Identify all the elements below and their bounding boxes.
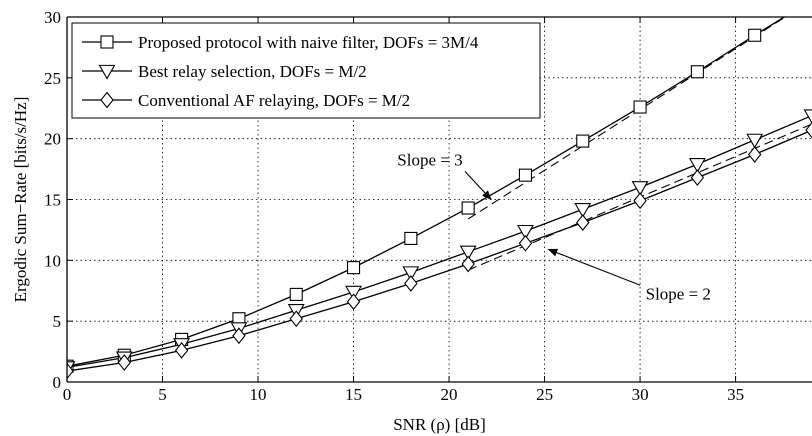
- triangle-marker: [631, 181, 649, 196]
- diamond-marker: [633, 192, 647, 210]
- x-axis-label: SNR (ρ) [dB]: [393, 415, 486, 434]
- tick-labels: 0 5 10 15 20 25 30 35 0 5 10 15 20 25 30: [44, 8, 744, 404]
- diamond-marker: [346, 293, 361, 311]
- legend-label-2: Best relay selection, DOFs = M/2: [138, 62, 367, 81]
- square-marker: [461, 201, 475, 215]
- diamond-marker: [690, 169, 705, 186]
- triangle-marker: [98, 64, 116, 80]
- triangle-marker: [688, 158, 706, 173]
- diamond-marker: [100, 91, 114, 109]
- slope-annotation-1: Slope = 3: [397, 150, 462, 169]
- markers-layer: [67, 0, 812, 380]
- diamond-marker: [289, 310, 303, 328]
- x-tick-label: 15: [345, 385, 362, 404]
- triangle-marker: [459, 245, 477, 261]
- y-axis-label: Ergodic Sum−Rate [bits/s/Hz]: [11, 97, 30, 303]
- square-marker: [518, 168, 533, 182]
- diamond-marker: [67, 362, 74, 380]
- triangle-marker: [746, 133, 764, 149]
- diamond-marker: [518, 234, 533, 252]
- square-marker: [806, 0, 812, 6]
- x-tick-label: 20: [441, 385, 458, 404]
- annotations: Slope = 3 Slope = 2: [397, 150, 711, 303]
- x-tick-label: 25: [536, 385, 553, 404]
- triangle-marker: [517, 224, 534, 240]
- square-marker: [346, 261, 361, 275]
- square-marker: [289, 287, 303, 301]
- y-tick-label: 0: [53, 373, 62, 392]
- x-tick-label: 10: [250, 385, 267, 404]
- square-marker: [748, 28, 762, 42]
- legend-box: [71, 22, 541, 119]
- y-tick-label: 25: [44, 69, 61, 88]
- y-tick-label: 30: [44, 8, 61, 27]
- y-tick-label: 10: [44, 251, 61, 270]
- x-tick-label: 30: [632, 385, 649, 404]
- x-tick-label: 0: [63, 385, 72, 404]
- legend: Proposed protocol with naive filter, DOF…: [71, 22, 541, 119]
- square-marker: [100, 35, 114, 49]
- triangle-marker: [574, 203, 592, 218]
- diamond-marker: [747, 146, 762, 163]
- series-layer: [67, 17, 812, 372]
- annotation-arrow: [464, 171, 492, 201]
- triangle-marker: [345, 285, 362, 301]
- triangle-marker: [803, 109, 812, 125]
- diamond-marker: [117, 354, 132, 371]
- annotation-arrow: [547, 248, 641, 286]
- triangle-marker: [402, 266, 420, 282]
- slope-annotation-2: Slope = 2: [646, 284, 711, 303]
- y-tick-label: 5: [53, 312, 62, 331]
- y-tick-label: 20: [44, 130, 61, 149]
- series-line-3: [67, 129, 812, 372]
- legend-label-3: Conventional AF relaying, DOFs = M/2: [138, 91, 410, 110]
- square-marker: [690, 65, 704, 79]
- series-line-1: [67, 17, 786, 367]
- x-tick-label: 35: [727, 385, 744, 404]
- square-marker: [576, 134, 590, 148]
- diamond-marker: [232, 327, 246, 345]
- diamond-marker: [404, 275, 418, 292]
- legend-label-1: Proposed protocol with naive filter, DOF…: [138, 33, 479, 52]
- x-tick-label: 5: [158, 385, 167, 404]
- diamond-marker: [174, 341, 189, 359]
- diamond-marker: [576, 214, 590, 231]
- series-line-2: [67, 114, 812, 369]
- diamond-marker: [461, 255, 475, 273]
- axes: [66, 16, 812, 383]
- square-marker: [633, 100, 647, 114]
- y-tick-label: 15: [44, 191, 61, 210]
- square-marker: [404, 231, 418, 245]
- diamond-marker: [805, 121, 812, 139]
